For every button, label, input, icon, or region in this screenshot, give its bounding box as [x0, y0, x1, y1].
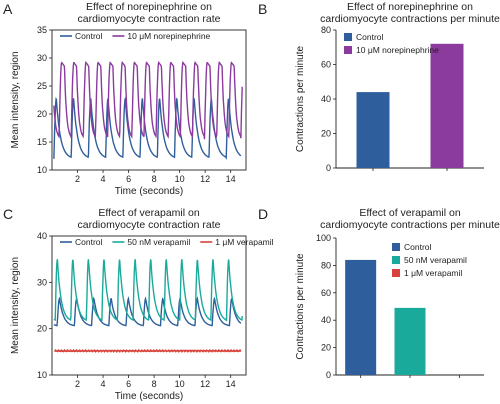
legend-label: 1 μM verapamil [404, 268, 462, 278]
legend-label: 10 μM norepinephrine [356, 45, 439, 55]
y-tick-label: 60 [321, 60, 331, 70]
legend-swatch [392, 256, 400, 264]
y-tick-label: 40 [37, 231, 47, 241]
legend-swatch [344, 33, 352, 41]
panel-b: B Effect of norepinephrine oncardiomyocyt… [258, 1, 500, 173]
series-line-1 [53, 295, 242, 327]
y-axis-label: Mean intensity, region [10, 257, 21, 354]
y-tick-label: 40 [321, 315, 331, 325]
bar-1 [345, 259, 377, 375]
chart-title: Effect of norepinephrine on [86, 1, 212, 13]
y-tick-label: 30 [37, 53, 47, 63]
legend-label: Control [404, 242, 432, 252]
chart-title: cardiomyocyte contractions per minute [320, 13, 500, 25]
x-tick-label: 6 [126, 379, 131, 389]
x-tick-label: 14 [226, 379, 236, 389]
legend-label: Control [75, 237, 103, 247]
series-line-2 [53, 258, 243, 322]
legend-label: Control [356, 32, 384, 42]
y-tick-label: 20 [37, 324, 47, 334]
x-tick-label: 10 [175, 174, 185, 184]
chart-title: Effect of verapamil on [359, 207, 461, 219]
legend-label: 50 nM verapamil [127, 237, 190, 247]
y-tick-label: 20 [321, 129, 331, 139]
chart-title: cardiomyocyte contraction rate [78, 219, 221, 231]
y-tick-label: 20 [321, 343, 331, 353]
chart-title: Effect of verapamil on [98, 207, 200, 219]
chart-title: cardiomyocyte contractions per minute [320, 219, 500, 231]
panel-label: A [3, 1, 13, 17]
x-tick-label: 12 [200, 174, 210, 184]
x-tick-label: 2 [75, 174, 80, 184]
plot-frame [51, 29, 247, 171]
x-tick-label: 2 [75, 379, 80, 389]
y-tick-label: 100 [316, 233, 331, 243]
x-tick-label: 14 [226, 174, 236, 184]
legend-label: 50 nM verapamil [404, 255, 467, 265]
y-tick-label: 0 [326, 163, 331, 173]
y-tick-label: 80 [321, 260, 331, 270]
legend-label: Control [75, 31, 103, 41]
y-tick-label: 40 [321, 94, 331, 104]
y-tick-label: 10 [37, 165, 47, 175]
series-line-3 [54, 348, 242, 354]
series-line-1 [53, 96, 242, 160]
y-tick-label: 60 [321, 288, 331, 298]
series-line-2 [53, 60, 243, 140]
chart-title: Effect of norepinephrine on [347, 1, 473, 13]
y-axis-label: Mean intensity, region [10, 51, 21, 148]
legend-swatch [344, 46, 352, 54]
panel-label: D [258, 206, 268, 222]
y-tick-label: 35 [37, 25, 47, 35]
x-tick-label: 8 [152, 379, 157, 389]
x-axis-label: Time (seconds) [115, 186, 184, 197]
x-tick-label: 8 [152, 174, 157, 184]
y-tick-label: 20 [37, 109, 47, 119]
legend-swatch [392, 243, 400, 251]
legend-swatch [392, 269, 400, 277]
x-tick-label: 6 [126, 174, 131, 184]
y-tick-label: 80 [321, 25, 331, 35]
y-tick-label: 15 [37, 137, 47, 147]
x-tick-label: 12 [200, 379, 210, 389]
y-axis-label: Contractions per minute [295, 45, 306, 152]
y-tick-label: 25 [37, 81, 47, 91]
y-tick-label: 10 [37, 370, 47, 380]
x-tick-label: 4 [101, 174, 106, 184]
legend-label: 1 μM verapamil [215, 237, 273, 247]
legend-label: 10 μM norepinephrine [127, 31, 210, 41]
panel-label: B [258, 1, 267, 17]
y-tick-label: 0 [326, 370, 331, 380]
y-tick-label: 30 [37, 277, 47, 287]
x-tick-label: 10 [175, 379, 185, 389]
y-axis-label: Contractions per minute [295, 253, 306, 360]
plot-frame [51, 235, 247, 376]
panel-a: A Effect of norepinephrine oncardiomyocyt… [3, 1, 247, 197]
bar-2 [430, 43, 464, 168]
chart-title: cardiomyocyte contraction rate [78, 13, 221, 25]
bar-1 [356, 92, 390, 168]
panel-label: C [3, 206, 13, 222]
x-axis-label: Time (seconds) [115, 391, 184, 402]
bar-2 [394, 307, 426, 375]
x-tick-label: 4 [101, 379, 106, 389]
